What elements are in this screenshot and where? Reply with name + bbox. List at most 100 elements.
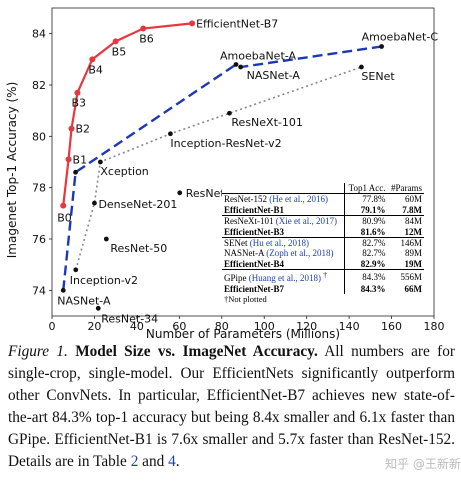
point-label: NASNet-A [247, 69, 301, 82]
model-name: NASNet-A [224, 248, 264, 259]
table-link[interactable]: 4 [168, 453, 176, 470]
plot-frame [51, 7, 435, 317]
table-row: EfficientNet-B7 84.3% 66M [222, 283, 424, 295]
data-point [74, 89, 81, 96]
x-tick-label: 40 [130, 320, 144, 333]
point-label: Xception [100, 165, 148, 178]
data-point [359, 64, 364, 70]
citation-link[interactable]: (Xie et al., 2017) [275, 216, 337, 227]
citation-link[interactable]: (Hu et al., 2018) [249, 238, 309, 249]
table-cell-params: 89M [404, 248, 422, 259]
series-line [62, 22, 193, 206]
x-tick-label: 140 [339, 320, 360, 333]
figure-caption: Figure 1. Model Size vs. ImageNet Accura… [8, 341, 455, 473]
table-cell-model: EfficientNet-B1 [222, 204, 345, 217]
table-link[interactable]: 2 [130, 453, 139, 470]
point-label: NASNet-A [57, 294, 111, 307]
plot-area: 0 20 40 60 80 100 120 140 160 180 74 76 78 80 82 84 B0 B1… [32, 7, 445, 333]
data-point [95, 305, 101, 311]
table-header-model [222, 183, 345, 195]
table-cell-params: 19M [387, 258, 424, 271]
data-point [73, 169, 78, 175]
x-axis-label: Number of Parameters (Millions) [146, 327, 340, 340]
y-axis-label: Imagenet Top-1 Accuracy (%) [5, 82, 19, 258]
series-line [62, 45, 382, 291]
table-row: EfficientNet-B3 81.6% 12M [222, 226, 424, 239]
data-point [140, 25, 147, 32]
watermark: 知乎 @王新新 [385, 457, 461, 471]
model-name: SENet [224, 238, 248, 249]
point-label: DenseNet-201 [98, 198, 177, 211]
data-point [65, 156, 72, 163]
caption-text: All numbers are for single-crop, single-… [8, 343, 455, 470]
figure-title: Model Size vs. ImageNet Accuracy. [75, 343, 318, 360]
table-cell-model: GPipe (Huang et al., 2018) † [222, 269, 345, 284]
table-header-acc: Top1 Acc. [344, 183, 388, 195]
table-row: EfficientNet-B1 79.1% 7.8M [222, 204, 424, 217]
point-label: Inception-v2 [70, 274, 138, 287]
x-tick-label: 60 [172, 320, 186, 333]
table-row: EfficientNet-B4 82.9% 19M [222, 258, 424, 271]
figure-label: Figure 1. [8, 343, 68, 360]
table-header-params: #Params [387, 183, 424, 195]
model-name: ResNeXt-101 [224, 216, 274, 227]
data-point [227, 110, 232, 116]
table-row: NASNet-A (Zoph et al., 2018) 82.7% 89M [222, 248, 424, 259]
caption-text: and [138, 453, 169, 470]
point-label: B2 [76, 123, 91, 136]
model-name: EfficientNet-B7 [224, 283, 284, 294]
table-cell-params: 7.8M [387, 204, 424, 217]
data-point [379, 44, 384, 49]
point-label: AmoebaNet-A [220, 49, 296, 62]
table-cell-model: NASNet-A (Zoph et al., 2018) [222, 248, 345, 259]
table-note: †Not plotted [224, 294, 267, 305]
data-point [92, 200, 97, 206]
table-cell-acc: 80.9% [362, 216, 386, 227]
table-cell-params: 146M [400, 238, 422, 249]
results-table: Top1 Acc. #Params ResNet-152 (He et al.,… [222, 183, 424, 305]
table-cell-model: EfficientNet-B3 [222, 226, 345, 239]
caption-text: . [175, 453, 180, 470]
table-cell-model: ResNet-152 (He et al., 2016) [222, 193, 345, 205]
table-cell-acc: 82.7% [362, 248, 386, 259]
table-cell-acc: 82.9% [344, 258, 388, 271]
table-row: SENet (Hu et al., 2018) 82.7% 146M [222, 237, 424, 249]
y-tick-label: 80 [32, 130, 46, 143]
table-cell-acc: 77.8% [362, 194, 386, 205]
point-label: ResNeXt-101 [231, 116, 302, 129]
table-cell-params: 60M [404, 194, 422, 205]
data-point [73, 267, 79, 273]
point-label: B5 [112, 45, 127, 58]
data-point [238, 64, 244, 70]
data-point [97, 159, 103, 165]
citation-link[interactable]: (Huang et al., 2018) [248, 273, 321, 284]
table-cell-params: 12M [387, 226, 424, 239]
point-label: ResNet-50 [110, 242, 167, 255]
citation-link[interactable]: (Zoph et al., 2018) [266, 248, 334, 259]
table-cell-model: EfficientNet-B4 [222, 258, 345, 271]
y-tick-label: 76 [32, 233, 46, 246]
data-point [68, 125, 75, 132]
point-label: Inception-ResNet-v2 [170, 137, 281, 150]
data-point [177, 190, 183, 196]
table-row: ResNeXt-101 (Xie et al., 2017) 80.9% 84M [222, 215, 424, 227]
model-name: EfficientNet-B3 [224, 226, 284, 237]
y-tick-label: 84 [32, 28, 46, 41]
accuracy-vs-params-chart: 0 20 40 60 80 100 120 140 160 180 74 76 78 80 82 84 B0 B1… [5, 7, 445, 340]
model-name: EfficientNet-B4 [224, 258, 284, 269]
point-label: ResNet-34 [101, 312, 158, 325]
table-header-row: Top1 Acc. #Params [222, 183, 424, 195]
citation-link[interactable]: (He et al., 2016) [269, 194, 328, 205]
point-label: B4 [88, 63, 103, 76]
table-cell-model: ResNeXt-101 (Xie et al., 2017) [222, 215, 345, 227]
y-tick-label: 74 [32, 284, 46, 297]
table-cell-params: 84M [404, 216, 422, 227]
table-cell-acc: 82.7% [362, 238, 386, 249]
point-label: SENet [361, 70, 395, 83]
y-tick-label: 82 [32, 79, 46, 92]
table-cell-model: EfficientNet-B7 [222, 283, 345, 295]
table-cell-acc: 84.3% [362, 271, 386, 282]
data-point [168, 131, 173, 137]
point-label: B1 [73, 153, 88, 166]
model-name: EfficientNet-B1 [224, 204, 284, 215]
